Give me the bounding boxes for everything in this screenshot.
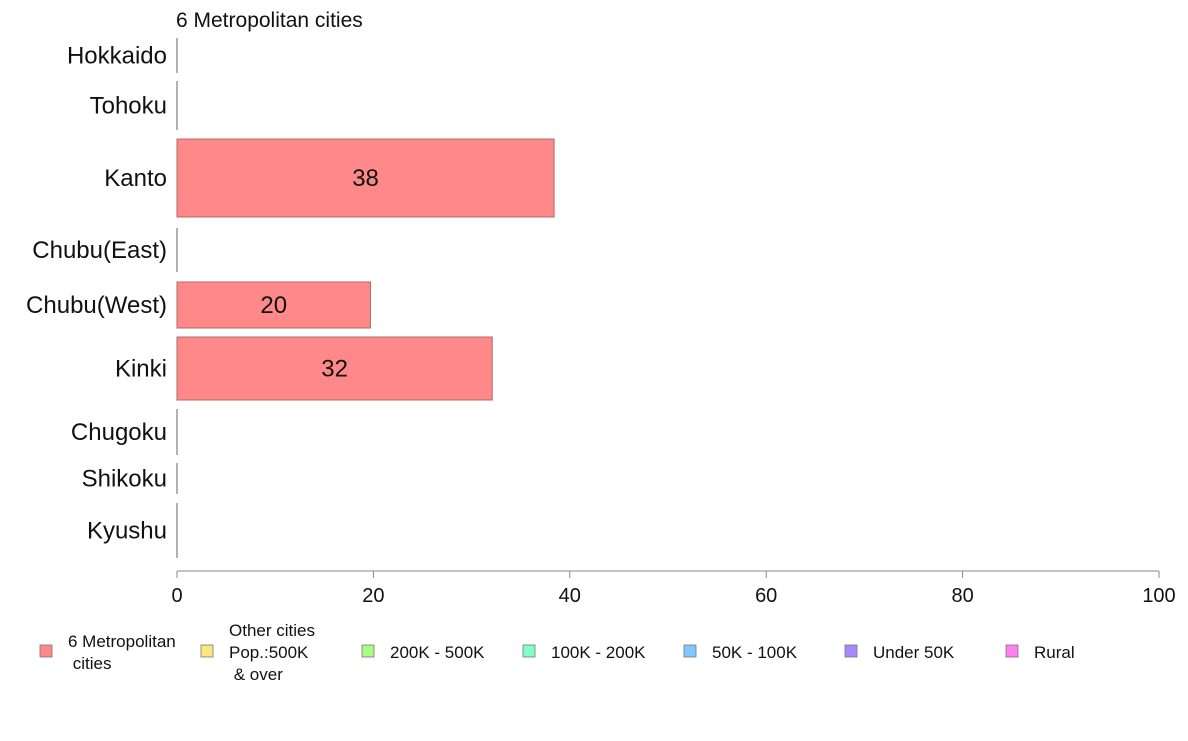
legend-swatch [844,644,858,658]
data-label: 38 [352,165,379,192]
legend-swatch [200,644,214,658]
x-tick-label: 40 [559,585,581,607]
legend-label: 200K - 500K [390,643,485,662]
category-label: Tohoku [90,93,167,120]
x-tick-label: 20 [362,585,384,607]
category-label: Hokkaido [67,43,167,70]
data-label: 32 [321,356,348,383]
legend-label: 100K - 200K [551,643,646,662]
x-tick-label: 60 [755,585,777,607]
bar [176,138,555,218]
category-label: Shikoku [82,466,167,493]
category-label: Chubu(East) [32,237,167,264]
legend-swatch [1005,644,1019,658]
x-tick-label: 100 [1142,585,1175,607]
category-labels: Hokkaido Tohoku Kanto Chubu(East) Chubu(West… [26,43,167,545]
category-label: Chugoku [71,419,167,446]
legend-label: 6 Metropolitan cities [68,632,176,673]
legend-swatch [361,644,375,658]
legend-label: 50K - 100K [712,643,798,662]
category-label: Kanto [104,165,167,192]
category-label: Kinki [115,356,167,383]
legend-swatch [522,644,536,658]
legend-label: Rural [1034,643,1075,662]
category-label: Kyushu [87,518,167,545]
chart-title: 6 Metropolitan cities [176,9,363,32]
legend-swatch [39,644,53,658]
legend-label: Other cities Pop.:500K & over [229,621,315,684]
bar [176,281,371,329]
legend-swatch [683,644,697,658]
category-label: Chubu(West) [26,292,167,319]
x-axis: 0 20 40 60 80 100 [171,570,1176,607]
bars-layer: 38 20 32 [176,38,555,558]
data-label: 20 [260,292,287,319]
x-tick-label: 80 [951,585,973,607]
legend: 6 Metropolitan cities Other cities Pop.:50… [39,621,1075,684]
legend-label: Under 50K [873,643,955,662]
x-tick-label: 0 [171,585,182,607]
bar [176,336,493,401]
